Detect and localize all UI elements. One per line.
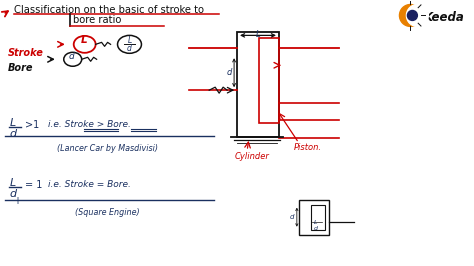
Text: L: L [314, 220, 317, 225]
Bar [259, 38, 279, 123]
Text: i.e. Stroke = Bore.: i.e. Stroke = Bore. [48, 180, 131, 189]
Text: >1: >1 [25, 120, 39, 130]
Text: L: L [10, 118, 16, 128]
Circle shape [400, 5, 421, 26]
Bar [299, 200, 329, 235]
Text: d: d [227, 68, 232, 77]
Text: Stroke: Stroke [8, 48, 44, 58]
Text: L: L [10, 178, 16, 188]
Text: d: d [10, 189, 17, 199]
Text: L: L [255, 30, 260, 39]
Text: +: + [13, 196, 21, 206]
Text: L: L [81, 35, 87, 45]
Text: d: d [10, 129, 17, 139]
Text: i.e. Stroke > Bore.: i.e. Stroke > Bore. [48, 120, 131, 129]
Text: Bore: Bore [8, 63, 34, 73]
Text: d: d [290, 214, 294, 220]
Circle shape [406, 5, 428, 26]
Text: (Square Engine): (Square Engine) [75, 208, 140, 217]
Circle shape [408, 10, 418, 20]
Text: Keeda: Keeda [423, 11, 464, 24]
Text: L: L [128, 36, 132, 45]
Text: Classification on the basic of stroke to: Classification on the basic of stroke to [14, 6, 204, 15]
Bar [237, 32, 279, 137]
Text: d: d [69, 52, 74, 61]
Bar [311, 205, 325, 230]
Text: bore ratio: bore ratio [73, 15, 121, 26]
Text: Piston.: Piston. [294, 143, 322, 152]
Text: (Lancer Car by Masdivisi): (Lancer Car by Masdivisi) [57, 144, 158, 153]
Text: Cylinder: Cylinder [235, 152, 270, 161]
Text: d: d [127, 44, 132, 53]
Text: d: d [314, 226, 318, 231]
Text: = 1: = 1 [25, 180, 42, 190]
